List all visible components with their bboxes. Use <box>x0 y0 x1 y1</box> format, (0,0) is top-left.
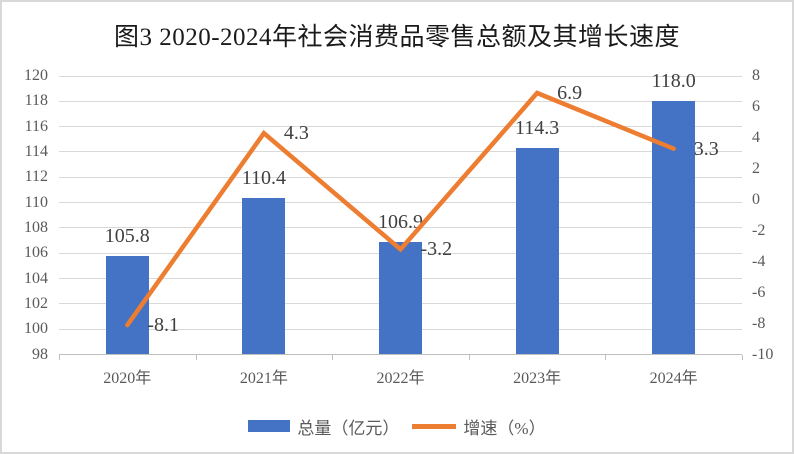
bar-value-label: 118.0 <box>651 70 696 93</box>
y-axis-label-right: -6 <box>752 283 766 301</box>
bar-2020年 <box>105 255 149 355</box>
y-axis-label-right: -2 <box>752 221 766 239</box>
bar-value-label: 114.3 <box>514 117 560 140</box>
y-axis-label-right: -4 <box>752 252 766 270</box>
legend-line-swatch-icon <box>412 423 457 429</box>
y-axis-label-right: 4 <box>752 128 760 146</box>
y-axis-label-left: 108 <box>24 218 48 236</box>
legend-item-growth: 增速（%） <box>412 414 546 439</box>
line-value-label: 6.9 <box>557 82 583 105</box>
gridline <box>59 176 742 178</box>
bar-2021年 <box>242 197 286 355</box>
x-axis-label: 2022年 <box>376 370 425 387</box>
y-axis-label-left: 104 <box>24 269 48 287</box>
bar-2024年 <box>652 101 696 355</box>
y-axis-label-right: 2 <box>752 159 760 177</box>
legend: 总量（亿元） 增速（%） <box>2 412 792 440</box>
y-axis-label-left: 106 <box>24 244 48 262</box>
gridline <box>59 126 742 128</box>
y-axis-label-left: 118 <box>24 92 48 110</box>
x-axis-tick <box>605 354 607 360</box>
y-axis-label-left: 102 <box>24 294 48 312</box>
y-axis-label-left: 114 <box>24 142 48 160</box>
gridline <box>59 202 742 204</box>
y-axis-label-right: 0 <box>752 190 760 208</box>
bar-value-label: 106.9 <box>378 210 423 233</box>
x-axis-line <box>59 354 742 355</box>
bar-2023年 <box>515 148 559 355</box>
y-axis-label-right: 8 <box>752 67 760 84</box>
x-axis-tick <box>195 354 197 360</box>
bar-value-label: 105.8 <box>104 224 150 247</box>
x-axis-label: 2023年 <box>513 370 562 387</box>
y-axis-label-left: 110 <box>24 193 48 211</box>
line-value-label: 3.3 <box>693 137 719 160</box>
line-value-label: 4.3 <box>283 122 309 145</box>
x-axis-tick <box>332 354 334 360</box>
x-axis-tick <box>468 354 470 360</box>
legend-item-total: 总量（亿元） <box>248 414 399 439</box>
x-axis-tick <box>742 354 743 360</box>
y-axis-label-left: 112 <box>24 168 48 186</box>
y-axis-label-right: 6 <box>752 97 760 115</box>
legend-label-growth: 增速（%） <box>463 418 546 438</box>
y-axis-label-left: 120 <box>24 67 48 84</box>
gridline <box>59 151 742 153</box>
bar-2022年 <box>379 241 422 355</box>
gridline <box>59 75 742 77</box>
y-axis-label-right: -10 <box>752 345 774 363</box>
bar-value-label: 110.4 <box>241 166 287 189</box>
x-axis-label: 2024年 <box>649 370 698 387</box>
y-axis-label-left: 98 <box>32 345 48 363</box>
y-axis-label-left: 116 <box>24 117 48 135</box>
gridline <box>59 100 742 102</box>
legend-bar-swatch-icon <box>248 420 291 432</box>
legend-label-total: 总量（亿元） <box>297 418 400 438</box>
x-axis-label: 2020年 <box>103 370 152 387</box>
y-axis-label-left: 100 <box>24 320 48 338</box>
chart-title: 图3 2020-2024年社会消费品零售总额及其增长速度 <box>113 24 681 51</box>
line-value-label: -8.1 <box>147 314 179 337</box>
line-value-label: -3.2 <box>420 238 453 261</box>
x-axis-tick <box>59 354 60 360</box>
x-axis-label: 2021年 <box>239 370 288 387</box>
y-axis-label-right: -8 <box>752 314 766 332</box>
